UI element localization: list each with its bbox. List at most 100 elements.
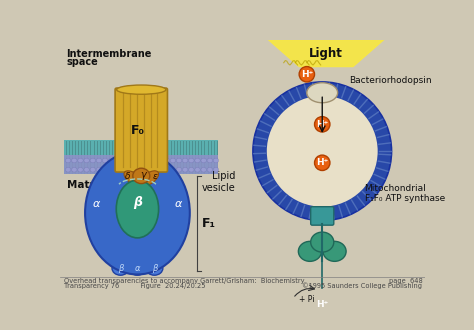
Ellipse shape <box>117 85 166 94</box>
Ellipse shape <box>90 167 95 172</box>
Ellipse shape <box>152 167 157 172</box>
Text: α: α <box>135 264 140 273</box>
Text: page  648: page 648 <box>389 278 422 283</box>
FancyBboxPatch shape <box>115 88 167 172</box>
Ellipse shape <box>96 167 101 172</box>
Ellipse shape <box>133 168 150 183</box>
Ellipse shape <box>164 167 169 172</box>
Ellipse shape <box>213 158 219 163</box>
Ellipse shape <box>133 167 138 172</box>
Ellipse shape <box>310 232 334 252</box>
Text: β: β <box>118 264 123 273</box>
Ellipse shape <box>121 167 126 172</box>
Ellipse shape <box>146 261 163 275</box>
Ellipse shape <box>307 83 337 103</box>
Ellipse shape <box>164 158 169 163</box>
Ellipse shape <box>189 167 194 172</box>
Ellipse shape <box>189 158 194 163</box>
Ellipse shape <box>115 167 120 172</box>
Ellipse shape <box>146 158 151 163</box>
Text: H⁺: H⁺ <box>316 158 328 167</box>
Text: Matrix: Matrix <box>66 180 105 190</box>
Ellipse shape <box>267 96 378 207</box>
Ellipse shape <box>315 155 330 171</box>
Ellipse shape <box>195 167 200 172</box>
Text: β: β <box>152 264 157 273</box>
Ellipse shape <box>207 158 212 163</box>
Polygon shape <box>268 40 384 67</box>
Ellipse shape <box>170 167 175 172</box>
Ellipse shape <box>133 158 138 163</box>
Text: β: β <box>133 196 142 209</box>
Ellipse shape <box>78 158 83 163</box>
Ellipse shape <box>298 241 321 261</box>
Text: α: α <box>174 199 182 209</box>
Ellipse shape <box>213 167 219 172</box>
Ellipse shape <box>315 116 330 132</box>
Ellipse shape <box>102 158 108 163</box>
Ellipse shape <box>116 180 159 238</box>
Ellipse shape <box>195 158 200 163</box>
Ellipse shape <box>158 158 163 163</box>
Text: + Pi: + Pi <box>299 295 315 304</box>
Ellipse shape <box>275 296 292 305</box>
Ellipse shape <box>65 167 71 172</box>
Ellipse shape <box>65 158 71 163</box>
Ellipse shape <box>201 167 206 172</box>
Text: H⁺: H⁺ <box>301 70 313 79</box>
Ellipse shape <box>201 158 206 163</box>
Ellipse shape <box>158 167 163 172</box>
Ellipse shape <box>109 158 114 163</box>
Ellipse shape <box>129 261 146 275</box>
Ellipse shape <box>176 158 182 163</box>
Ellipse shape <box>182 158 188 163</box>
FancyBboxPatch shape <box>310 207 334 225</box>
Ellipse shape <box>253 82 392 220</box>
Text: Light: Light <box>309 47 343 60</box>
Ellipse shape <box>102 167 108 172</box>
Text: Transparency 76          Figure  20.24/20.25: Transparency 76 Figure 20.24/20.25 <box>64 283 205 289</box>
Ellipse shape <box>352 295 372 306</box>
Text: ©1995 Saunders College Publishing: ©1995 Saunders College Publishing <box>302 283 422 289</box>
Ellipse shape <box>115 158 120 163</box>
Text: ε: ε <box>153 172 157 181</box>
Ellipse shape <box>90 158 95 163</box>
Ellipse shape <box>207 167 212 172</box>
Text: Mitochondrial
F₁F₀ ATP synthase: Mitochondrial F₁F₀ ATP synthase <box>365 184 445 203</box>
Text: H⁺: H⁺ <box>316 300 328 309</box>
Text: F₀: F₀ <box>131 123 145 137</box>
Ellipse shape <box>140 171 159 186</box>
Bar <box>64 155 219 174</box>
Ellipse shape <box>170 158 175 163</box>
Ellipse shape <box>134 172 149 186</box>
Ellipse shape <box>72 158 77 163</box>
Text: Lipid
vesicle: Lipid vesicle <box>201 171 235 193</box>
Ellipse shape <box>176 167 182 172</box>
Text: δ: δ <box>125 172 130 181</box>
Text: Intermembrane: Intermembrane <box>66 49 152 59</box>
Ellipse shape <box>127 167 132 172</box>
Ellipse shape <box>299 67 315 82</box>
Text: Bacteriorhodopsin: Bacteriorhodopsin <box>349 76 432 85</box>
Ellipse shape <box>96 158 101 163</box>
Ellipse shape <box>152 158 157 163</box>
Text: F₁: F₁ <box>202 217 216 230</box>
Ellipse shape <box>146 167 151 172</box>
Ellipse shape <box>84 158 89 163</box>
Ellipse shape <box>84 167 89 172</box>
Text: γ: γ <box>140 170 146 180</box>
Ellipse shape <box>124 171 143 186</box>
Ellipse shape <box>78 167 83 172</box>
Ellipse shape <box>72 167 77 172</box>
Text: space: space <box>66 56 98 67</box>
Ellipse shape <box>85 151 190 275</box>
Ellipse shape <box>121 158 126 163</box>
Ellipse shape <box>112 261 129 275</box>
Ellipse shape <box>127 158 132 163</box>
Ellipse shape <box>315 297 330 312</box>
Ellipse shape <box>139 158 145 163</box>
Bar <box>64 140 219 174</box>
Ellipse shape <box>139 167 145 172</box>
Text: H⁺: H⁺ <box>316 120 328 129</box>
Ellipse shape <box>182 167 188 172</box>
